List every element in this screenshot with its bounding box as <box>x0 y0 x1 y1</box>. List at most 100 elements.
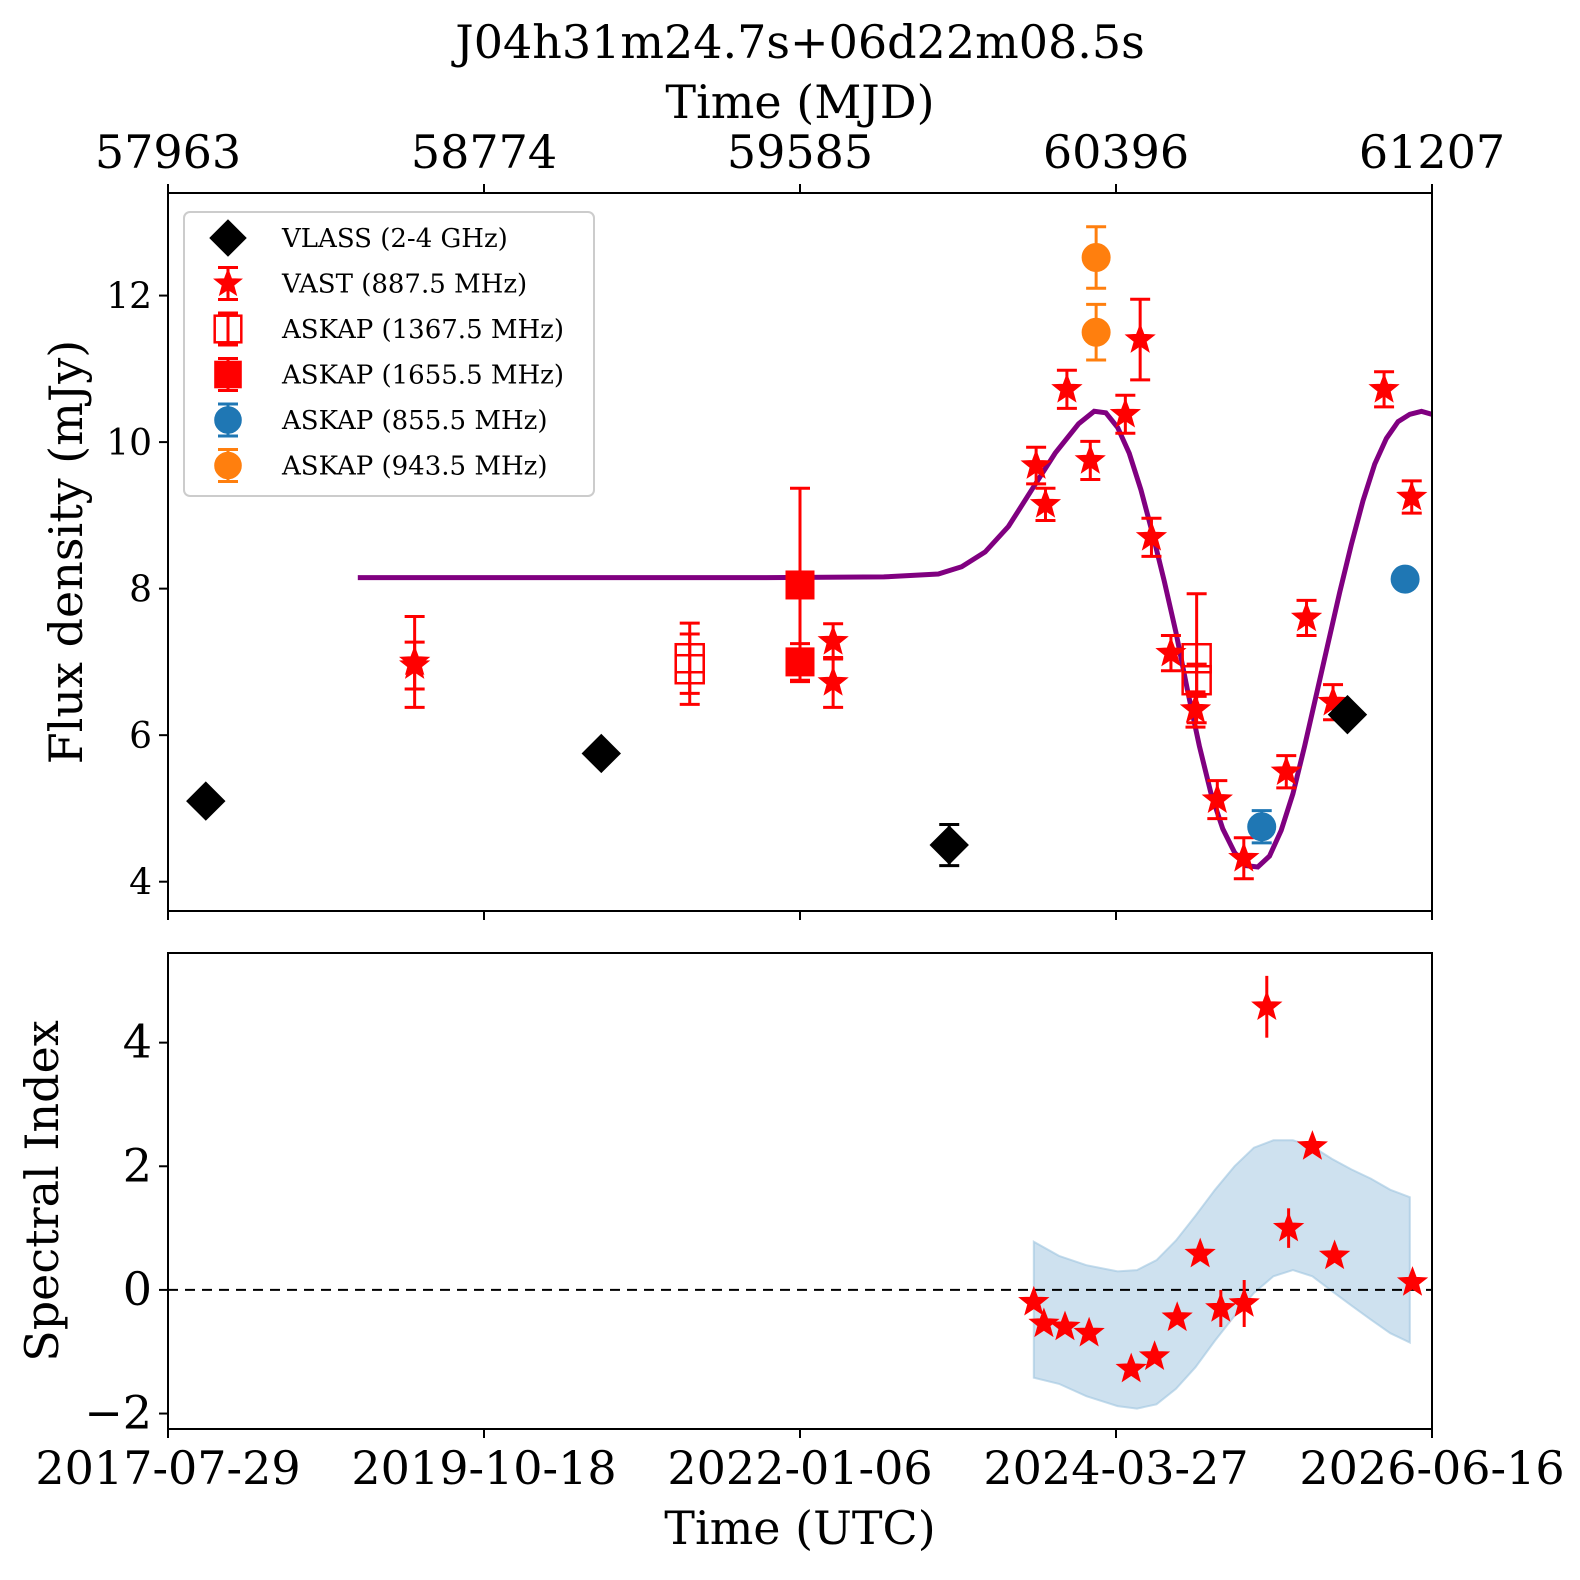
legend-marker <box>214 451 242 480</box>
spectral-index-point-group <box>1184 1237 1216 1268</box>
legend-frame <box>183 211 595 497</box>
spectral-index-point <box>1396 1266 1429 1296</box>
data-point <box>785 570 815 600</box>
data-point <box>1201 783 1233 813</box>
spectral-index-point <box>1138 1340 1171 1370</box>
top-x-tick-label: 58774 <box>411 125 557 179</box>
spectral-index-point-group <box>1018 1285 1050 1316</box>
legend-marker <box>214 360 242 389</box>
data-point <box>1155 636 1187 667</box>
data-point <box>1051 372 1083 403</box>
spectral-index-point <box>1296 1130 1328 1160</box>
legend-label: VAST (887.5 MHz) <box>281 270 527 300</box>
data-point <box>1270 755 1302 786</box>
data-point <box>817 665 849 696</box>
data-point <box>399 649 431 679</box>
series-circle-5 <box>1081 225 1111 362</box>
top-x-tick-label: 57963 <box>95 125 241 179</box>
spectral-index-point <box>1049 1310 1081 1341</box>
spectral-index-point <box>1205 1292 1237 1322</box>
series-circle-4 <box>1247 564 1420 845</box>
spectral-index-point <box>1115 1352 1147 1383</box>
flux-y-tick-label: 8 <box>129 570 152 611</box>
model-curve <box>357 408 1432 870</box>
spectral-index-point <box>1251 990 1283 1021</box>
spectral-index-axis-label: Spectral Index <box>15 1020 69 1362</box>
series-square-3 <box>785 486 815 684</box>
top-x-tick-label: 60396 <box>1043 125 1189 179</box>
data-point <box>1135 520 1168 551</box>
spectral-index-point-group <box>1073 1316 1105 1347</box>
legend-entry: VAST (887.5 MHz) <box>213 266 527 301</box>
top-x-tick-label: 59585 <box>727 125 873 179</box>
data-point <box>581 733 621 774</box>
spectral-index-point-group <box>1115 1352 1147 1383</box>
spectral-index-point-group <box>1251 975 1283 1038</box>
chart-title: J04h31m24.7s+06d22m08.5s <box>451 15 1144 69</box>
legend-entry: ASKAP (1367.5 MHz) <box>213 311 564 347</box>
spectral-index-panel: 2017-07-29 2019-10-18 2022-01-06 2024-03-27… <box>15 952 1565 1555</box>
legend-label: ASKAP (855.5 MHz) <box>281 406 547 436</box>
spectral-y-tick-label: 4 <box>123 1015 152 1069</box>
spectral-index-point <box>1073 1316 1105 1347</box>
flux-y-tick-label: 4 <box>129 863 152 904</box>
spectral-index-point <box>1028 1307 1060 1338</box>
legend-entry: ASKAP (855.5 MHz) <box>214 402 547 438</box>
data-point <box>817 624 849 655</box>
bottom-x-axis-label: Time (UTC) <box>664 1501 935 1555</box>
spectral-y-tick-label: −2 <box>84 1386 152 1440</box>
data-point <box>1020 449 1052 479</box>
flux-y-tick-label: 6 <box>129 716 152 757</box>
spectral-index-point <box>1184 1237 1216 1268</box>
data-point <box>674 653 705 685</box>
top-x-tick-label: 61207 <box>1359 125 1505 179</box>
data-point <box>186 781 226 821</box>
bottom-x-tick-label: 2024-03-27 <box>983 1441 1248 1495</box>
legend-error-bar <box>218 311 238 347</box>
legend-entry: ASKAP (1655.5 MHz) <box>214 357 564 392</box>
data-point <box>1290 601 1323 632</box>
flux-y-tick-label: 10 <box>106 423 152 464</box>
spectral-index-point-group <box>1272 1208 1305 1248</box>
spectral-index-point-group <box>1318 1239 1351 1270</box>
data-point <box>1081 317 1111 347</box>
spectral-index-uncertainty-band <box>1032 1139 1411 1410</box>
bottom-x-tick-label: 2019-10-18 <box>351 1441 616 1495</box>
data-point <box>1124 323 1156 353</box>
data-point <box>1327 694 1368 735</box>
data-point <box>1179 693 1212 723</box>
data-point <box>1029 487 1062 518</box>
data-point <box>1390 564 1420 594</box>
spectral-index-point-group <box>1161 1301 1193 1332</box>
spectral-index-point-group <box>1396 1266 1429 1296</box>
bottom-x-tick-label: 2017-07-29 <box>35 1441 300 1495</box>
series-square-2 <box>674 592 1212 725</box>
top-x-axis-label: Time (MJD) <box>665 75 934 129</box>
legend: VLASS (2-4 GHz) VAST (887.5 MHz) ASKAP (13… <box>183 211 595 497</box>
legend-marker <box>213 314 243 344</box>
legend-label: ASKAP (1367.5 MHz) <box>281 315 564 345</box>
flux-density-panel: 57963 58774 59585 60396 61207 4 6 8 10 12 Flux de… <box>39 125 1505 920</box>
data-point <box>1247 812 1277 842</box>
legend-label: VLASS (2-4 GHz) <box>281 224 508 254</box>
spectral-y-tick-label: 2 <box>123 1138 152 1192</box>
legend-marker <box>213 267 243 297</box>
spectral-index-point-group <box>1049 1310 1081 1341</box>
flux-density-axis-label: Flux density (mJy) <box>39 340 93 764</box>
series-diamond-0 <box>186 694 1368 868</box>
spectral-index-point <box>1018 1285 1050 1316</box>
spectral-index-point <box>1161 1301 1193 1332</box>
bottom-x-tick-label: 2026-06-16 <box>1299 1441 1564 1495</box>
data-point <box>1228 841 1260 872</box>
spectral-index-point-group <box>1205 1289 1237 1327</box>
data-point <box>1074 443 1106 474</box>
legend-entry: VLASS (2-4 GHz) <box>209 219 508 257</box>
legend-marker <box>209 219 247 257</box>
spectral-index-point <box>1272 1211 1305 1242</box>
series-star-1 <box>399 297 1428 881</box>
spectral-index-point-group <box>1028 1307 1060 1338</box>
data-point <box>1109 397 1141 428</box>
legend-label: ASKAP (1655.5 MHz) <box>281 361 564 391</box>
data-point <box>1396 480 1428 511</box>
spectral-index-point <box>1228 1287 1260 1317</box>
